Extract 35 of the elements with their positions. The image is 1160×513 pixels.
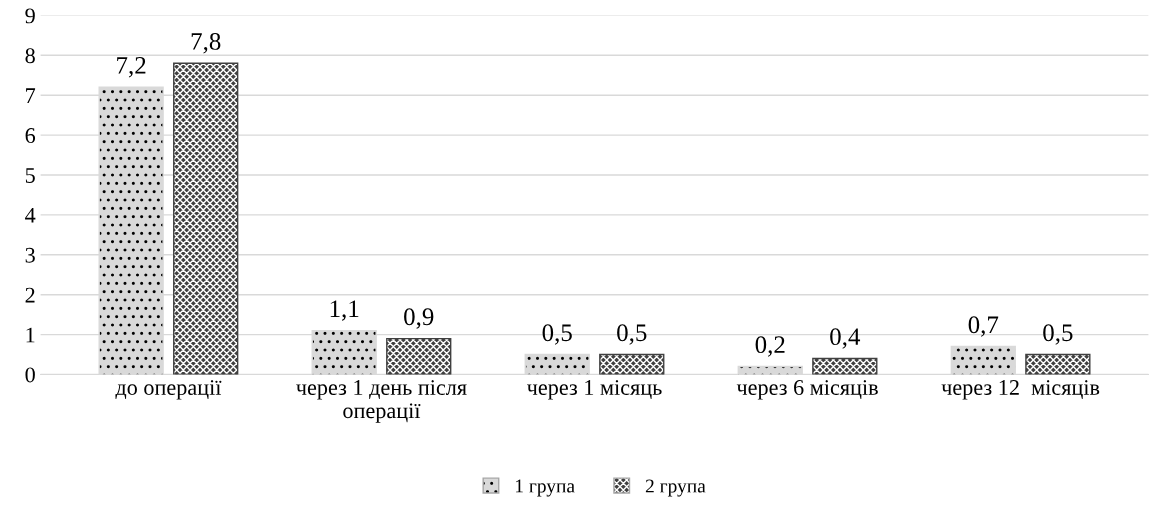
data-label: 0,9 — [404, 308, 434, 329]
x-tick-label: до операції — [115, 380, 222, 400]
bar — [386, 337, 452, 375]
y-tick-label: 5 — [25, 168, 35, 183]
data-label: 0,4 — [830, 328, 861, 349]
y-tick-label: 8 — [25, 48, 35, 64]
bar — [173, 62, 239, 375]
data-label: 7,8 — [191, 32, 221, 54]
y-tick-label: 1 — [26, 327, 35, 343]
y-tick-label: 0 — [25, 367, 35, 383]
y-tick-label: 9 — [25, 8, 35, 24]
x-tick-label: через 1 місяць — [527, 380, 662, 400]
bar — [950, 345, 1016, 375]
bar — [812, 357, 878, 375]
data-label: 0,7 — [968, 316, 999, 337]
y-tick-label: 2 — [25, 287, 35, 303]
bar — [524, 353, 590, 375]
legend-label: 1 група — [515, 479, 575, 497]
bar — [599, 353, 665, 375]
data-label: 0,5 — [617, 324, 647, 345]
x-tick-label: через 12 місяців — [941, 380, 1100, 400]
data-label: 0,2 — [755, 336, 785, 357]
bar — [1025, 353, 1091, 375]
data-label: 7,2 — [117, 57, 146, 78]
legend-label: 2 група — [645, 479, 706, 497]
x-tick-label: через 1 день після операції — [296, 380, 467, 423]
y-tick-label: 3 — [25, 247, 35, 263]
data-label: 0,5 — [542, 324, 572, 345]
bar — [737, 365, 803, 375]
y-tick-label: 7 — [26, 88, 36, 103]
data-label: 0,5 — [1043, 324, 1073, 345]
y-tick-label: 4 — [25, 207, 36, 223]
y-tick-label: 6 — [25, 128, 36, 144]
data-label: 1,1 — [330, 300, 359, 321]
x-tick-label: через 6 місяців — [736, 380, 878, 400]
